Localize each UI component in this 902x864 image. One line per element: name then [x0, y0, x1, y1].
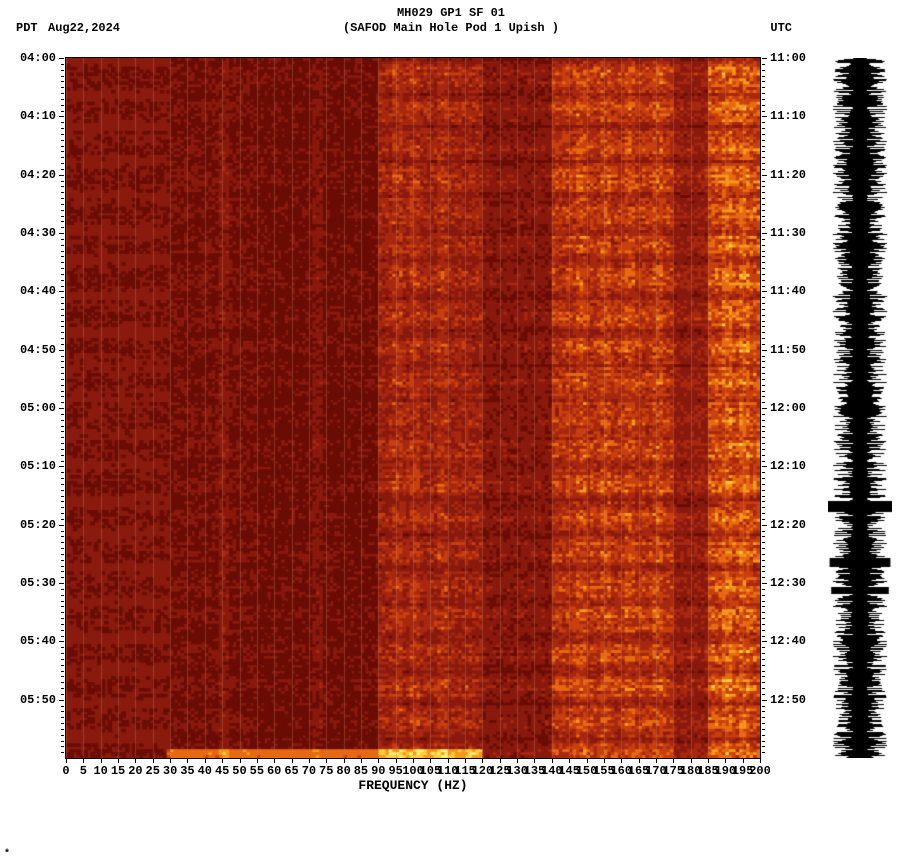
spectrogram-plot [66, 58, 760, 758]
seismogram-panel [828, 58, 892, 758]
y-left-tick: 04:50 [20, 343, 56, 357]
x-tick: 30 [163, 764, 177, 778]
y-right-tick: 11:10 [770, 109, 806, 123]
x-tick: 50 [232, 764, 246, 778]
footer-mark: * [4, 849, 10, 860]
x-tick: 45 [215, 764, 229, 778]
y-left-tick: 05:10 [20, 459, 56, 473]
x-tick: 20 [128, 764, 142, 778]
x-tick: 25 [146, 764, 160, 778]
x-tick: 35 [180, 764, 194, 778]
x-tick: 95 [388, 764, 402, 778]
timezone-left-label: PDT [16, 21, 38, 35]
seismogram-canvas [828, 58, 892, 758]
y-left-tick: 05:50 [20, 693, 56, 707]
x-tick: 85 [354, 764, 368, 778]
x-axis-label: FREQUENCY (HZ) [66, 778, 760, 793]
y-left-tick: 05:30 [20, 576, 56, 590]
y-left-tick: 04:40 [20, 284, 56, 298]
y-left-tick: 05:40 [20, 634, 56, 648]
x-tick: 90 [371, 764, 385, 778]
y-left-tick: 04:10 [20, 109, 56, 123]
y-left-tick: 05:00 [20, 401, 56, 415]
x-tick: 15 [111, 764, 125, 778]
title-main: MH029 GP1 SF 01 [0, 6, 902, 20]
x-tick: 10 [93, 764, 107, 778]
y-axis-left: 04:0004:1004:2004:3004:4004:5005:0005:10… [0, 58, 64, 758]
y-right-tick: 12:30 [770, 576, 806, 590]
timezone-right-label: UTC [770, 21, 792, 35]
y-right-tick: 12:00 [770, 401, 806, 415]
x-tick: 5 [80, 764, 87, 778]
x-tick: 40 [198, 764, 212, 778]
date-label: Aug22,2024 [48, 21, 120, 35]
x-tick: 0 [62, 764, 69, 778]
y-right-tick: 11:20 [770, 168, 806, 182]
y-right-tick: 12:10 [770, 459, 806, 473]
x-tick: 200 [749, 764, 771, 778]
y-right-tick: 11:00 [770, 51, 806, 65]
x-tick: 65 [284, 764, 298, 778]
y-right-tick: 11:30 [770, 226, 806, 240]
y-right-tick: 12:20 [770, 518, 806, 532]
y-right-tick: 11:40 [770, 284, 806, 298]
x-tick: 75 [319, 764, 333, 778]
y-right-tick: 11:50 [770, 343, 806, 357]
x-tick: 60 [267, 764, 281, 778]
x-tick: 80 [336, 764, 350, 778]
y-axis-right: 11:0011:1011:2011:3011:4011:5012:0012:10… [762, 58, 816, 758]
x-tick: 70 [302, 764, 316, 778]
x-tick: 55 [250, 764, 264, 778]
y-left-tick: 05:20 [20, 518, 56, 532]
y-right-tick: 12:40 [770, 634, 806, 648]
spectrogram-canvas [66, 58, 760, 758]
title-sub: (SAFOD Main Hole Pod 1 Upish ) [0, 21, 902, 35]
y-left-tick: 04:20 [20, 168, 56, 182]
y-right-tick: 12:50 [770, 693, 806, 707]
y-left-tick: 04:00 [20, 51, 56, 65]
y-left-tick: 04:30 [20, 226, 56, 240]
